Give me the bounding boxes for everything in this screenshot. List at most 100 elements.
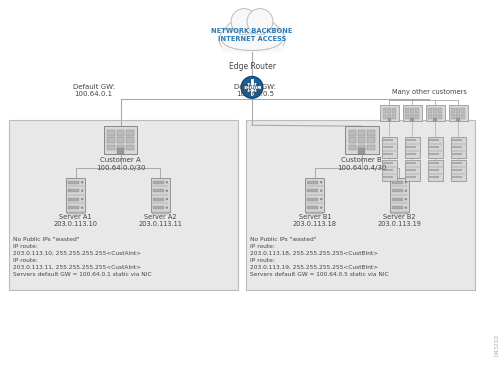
- Bar: [452, 176, 462, 178]
- FancyBboxPatch shape: [382, 137, 397, 158]
- Circle shape: [166, 207, 168, 209]
- Bar: [367, 130, 374, 136]
- Text: No Public IPs "wasted"
IP route:
203.0.113.18, 255.255.255.255<CustBInt>
IP rout: No Public IPs "wasted" IP route: 203.0.1…: [250, 237, 389, 277]
- FancyBboxPatch shape: [403, 105, 422, 121]
- Text: Customer B
100.64.0.4/30: Customer B 100.64.0.4/30: [337, 157, 386, 170]
- Circle shape: [320, 207, 323, 209]
- FancyBboxPatch shape: [390, 178, 409, 212]
- FancyBboxPatch shape: [428, 160, 443, 181]
- Bar: [384, 139, 394, 141]
- Circle shape: [166, 181, 168, 184]
- Circle shape: [320, 181, 323, 184]
- Bar: [384, 153, 394, 155]
- FancyBboxPatch shape: [405, 137, 420, 158]
- Bar: [428, 108, 432, 113]
- Bar: [358, 148, 365, 154]
- Bar: [410, 118, 414, 121]
- Circle shape: [81, 189, 83, 192]
- Circle shape: [224, 20, 252, 49]
- Bar: [9, 120, 238, 289]
- Bar: [410, 114, 414, 119]
- Text: Many other customers: Many other customers: [392, 89, 467, 95]
- Bar: [107, 145, 115, 150]
- Bar: [358, 137, 365, 143]
- Bar: [429, 176, 439, 178]
- Bar: [456, 118, 460, 121]
- FancyBboxPatch shape: [428, 137, 443, 158]
- Bar: [406, 169, 416, 171]
- Circle shape: [166, 198, 168, 200]
- Circle shape: [81, 181, 83, 184]
- Bar: [451, 114, 455, 119]
- Bar: [388, 114, 392, 119]
- Bar: [461, 108, 465, 113]
- Bar: [415, 108, 419, 113]
- Bar: [452, 169, 462, 171]
- Bar: [452, 153, 462, 155]
- Text: Default GW:
100.64.0.5: Default GW: 100.64.0.5: [234, 84, 276, 97]
- Bar: [67, 212, 84, 214]
- FancyBboxPatch shape: [451, 160, 466, 181]
- FancyBboxPatch shape: [449, 105, 468, 121]
- Bar: [153, 181, 164, 184]
- Bar: [384, 146, 394, 148]
- Circle shape: [81, 207, 83, 209]
- Circle shape: [231, 9, 257, 35]
- Bar: [406, 162, 416, 164]
- Bar: [153, 189, 164, 192]
- Text: No Public IPs "wasted"
IP route:
203.0.113.10, 255.255.255.255<CustAInt>
IP rout: No Public IPs "wasted" IP route: 203.0.1…: [13, 237, 152, 277]
- Bar: [406, 146, 416, 148]
- Bar: [68, 198, 79, 201]
- Bar: [307, 181, 318, 184]
- FancyBboxPatch shape: [103, 126, 138, 154]
- Bar: [428, 114, 432, 119]
- FancyBboxPatch shape: [382, 160, 397, 181]
- Bar: [107, 130, 115, 136]
- Bar: [393, 114, 397, 119]
- Text: Server A1
203.0.113.10: Server A1 203.0.113.10: [53, 214, 98, 227]
- Circle shape: [405, 207, 407, 209]
- Circle shape: [166, 189, 168, 192]
- Bar: [68, 189, 79, 192]
- Bar: [392, 181, 403, 184]
- Bar: [152, 212, 169, 214]
- Bar: [306, 212, 323, 214]
- Bar: [117, 137, 124, 143]
- Bar: [358, 130, 365, 136]
- Bar: [452, 146, 462, 148]
- Bar: [456, 108, 460, 113]
- Bar: [349, 137, 356, 143]
- Bar: [451, 108, 455, 113]
- Circle shape: [405, 198, 407, 200]
- Bar: [367, 137, 374, 143]
- Bar: [384, 162, 394, 164]
- Bar: [107, 137, 115, 143]
- Bar: [405, 108, 409, 113]
- Text: Customer A
100.64.0.0/30: Customer A 100.64.0.0/30: [96, 157, 145, 170]
- Bar: [349, 130, 356, 136]
- Bar: [367, 145, 374, 150]
- Bar: [68, 206, 79, 209]
- Circle shape: [247, 9, 273, 35]
- Bar: [456, 114, 460, 119]
- Bar: [433, 114, 437, 119]
- Circle shape: [320, 189, 323, 192]
- Bar: [429, 169, 439, 171]
- Bar: [406, 176, 416, 178]
- Bar: [307, 189, 318, 192]
- Circle shape: [320, 198, 323, 200]
- Bar: [406, 153, 416, 155]
- FancyBboxPatch shape: [305, 178, 324, 212]
- Bar: [117, 145, 124, 150]
- Bar: [384, 176, 394, 178]
- Bar: [393, 108, 397, 113]
- Bar: [383, 108, 387, 113]
- Circle shape: [405, 181, 407, 184]
- Bar: [433, 108, 437, 113]
- Circle shape: [263, 28, 285, 50]
- FancyBboxPatch shape: [66, 178, 85, 212]
- Bar: [405, 114, 409, 119]
- Bar: [461, 114, 465, 119]
- FancyBboxPatch shape: [451, 137, 466, 158]
- Text: NETWORK BACKBONE
INTERNET ACCESS: NETWORK BACKBONE INTERNET ACCESS: [211, 28, 293, 42]
